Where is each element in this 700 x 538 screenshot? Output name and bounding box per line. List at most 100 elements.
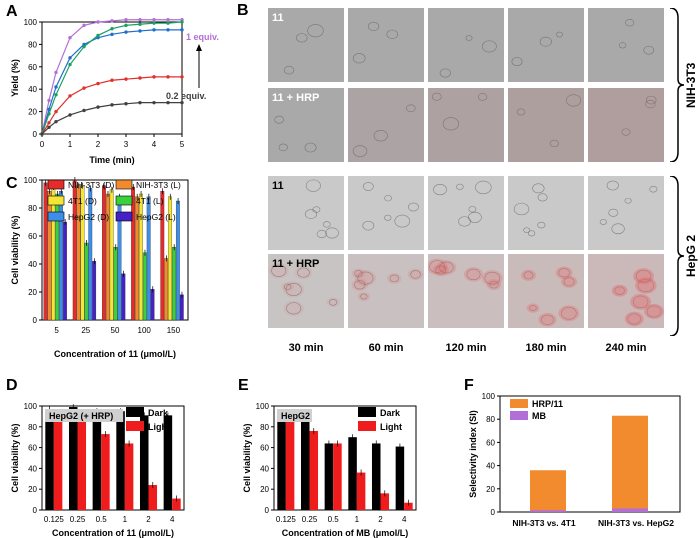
y-tick-label: 100 — [24, 176, 38, 185]
data-point — [68, 62, 72, 67]
microscopy-grid: 11 11 + HRP 11 11 + HRP 30 min 60 min 120 min 1… — [268, 8, 668, 360]
bar — [142, 252, 147, 321]
micrograph-cell — [508, 88, 584, 162]
data-point — [124, 23, 128, 28]
micrograph-cell — [588, 8, 664, 82]
data-point — [138, 18, 142, 22]
y-tick-label: 60 — [28, 232, 37, 241]
bar — [404, 502, 413, 510]
x-tick-label: 0.125 — [44, 515, 65, 524]
x-tick-label: 5 — [180, 140, 185, 149]
x-tick-label: 3 — [124, 140, 129, 149]
x-tick-label: 4 — [152, 140, 157, 149]
micrograph-cell: 11 — [268, 176, 344, 250]
bar-hrp — [530, 470, 566, 512]
row-label: 11 + HRP — [272, 92, 320, 104]
y-tick-label: 60 — [260, 444, 269, 453]
bar — [277, 420, 286, 510]
bar — [172, 498, 181, 510]
y-tick-label: 0 — [265, 506, 270, 515]
data-point — [68, 35, 72, 40]
y-tick-label: 0 — [33, 506, 38, 515]
legend-swatch — [115, 195, 133, 206]
bar — [172, 247, 176, 321]
panel-letter-f: F — [464, 377, 474, 394]
micrograph-cell — [428, 8, 504, 82]
y-axis-label: Yield (%) — [10, 59, 20, 97]
y-tick-label: 80 — [28, 40, 37, 49]
time-label: 30 min — [288, 342, 324, 354]
bar — [102, 185, 106, 321]
y-tick-label: 100 — [256, 402, 270, 411]
x-tick-label: 25 — [81, 326, 90, 335]
data-point — [68, 56, 72, 60]
data-point — [166, 100, 170, 105]
data-point — [40, 132, 44, 136]
bar — [88, 188, 93, 321]
bar — [163, 415, 173, 510]
bar-mb — [612, 508, 648, 512]
panel-a-chart: A 0 20 40 60 80 100 Yield (%) Time (min) 0 1 2 3 4 5 1 … — [6, 3, 219, 165]
x-tick-label: 1 — [355, 515, 360, 524]
data-point — [110, 103, 114, 107]
bar — [92, 261, 97, 321]
bar — [139, 415, 149, 510]
y-tick-label: 20 — [28, 108, 37, 117]
data-point — [96, 20, 100, 24]
x-tick-label: 0.25 — [302, 515, 318, 524]
legend-label: Dark — [380, 408, 401, 418]
y-tick-label: 0 — [491, 508, 496, 517]
annotation-0-2-equiv: 0.2 equiv. — [166, 91, 206, 101]
data-point — [47, 125, 51, 129]
bar — [77, 417, 87, 510]
x-tick-label: 0.5 — [328, 515, 340, 524]
group-label: NIH-3T3 — [684, 62, 698, 108]
bar — [333, 443, 342, 510]
data-point — [166, 28, 170, 32]
y-tick-label: 40 — [260, 464, 269, 473]
x-tick-label: 0.5 — [96, 515, 108, 524]
tag-label: HepG2 — [281, 411, 310, 421]
legend-label: HepG2 (D) — [68, 212, 109, 222]
x-tick-label: 150 — [167, 326, 181, 335]
bar — [395, 446, 405, 510]
bar — [164, 258, 169, 321]
data-point — [47, 98, 51, 103]
bar — [109, 189, 114, 321]
legend-swatch — [126, 407, 144, 417]
x-tick-label: 4 — [402, 515, 407, 524]
micrograph-cell — [348, 176, 424, 250]
bar — [179, 294, 184, 321]
data-point — [54, 93, 58, 97]
arrow-head — [196, 44, 202, 51]
y-tick-label: 80 — [28, 204, 37, 213]
time-label: 240 min — [605, 342, 647, 354]
bar — [84, 242, 89, 321]
panel-e-chart: E 0 20 40 60 80 100 Cell viability (%) Concentra… — [238, 377, 417, 538]
legend-label: 4T1 (L) — [136, 196, 164, 206]
data-point — [152, 21, 156, 25]
legend-swatch — [358, 421, 376, 431]
group-brace — [669, 176, 685, 336]
y-tick-label: 40 — [28, 260, 37, 269]
legend-label: HRP/11 — [532, 399, 563, 409]
bar — [63, 221, 67, 321]
x-tick-label: 0.125 — [276, 515, 297, 524]
data-point — [166, 75, 170, 79]
legend-label: HepG2 (L) — [136, 212, 176, 222]
y-tick-label: 20 — [486, 485, 495, 494]
series-line — [41, 29, 182, 135]
y-tick-label: 100 — [482, 392, 496, 401]
data-point — [54, 85, 58, 89]
time-label: 60 min — [368, 342, 404, 354]
data-point — [68, 113, 72, 117]
micrograph-cell: 11 + HRP — [268, 88, 344, 162]
data-point — [124, 30, 128, 34]
data-point — [152, 100, 156, 105]
y-tick-label: 60 — [486, 438, 495, 447]
x-tick-label: 2 — [378, 515, 383, 524]
data-point — [180, 28, 184, 32]
row-label: 11 — [272, 180, 284, 192]
bar — [300, 421, 310, 510]
data-point — [68, 94, 72, 98]
